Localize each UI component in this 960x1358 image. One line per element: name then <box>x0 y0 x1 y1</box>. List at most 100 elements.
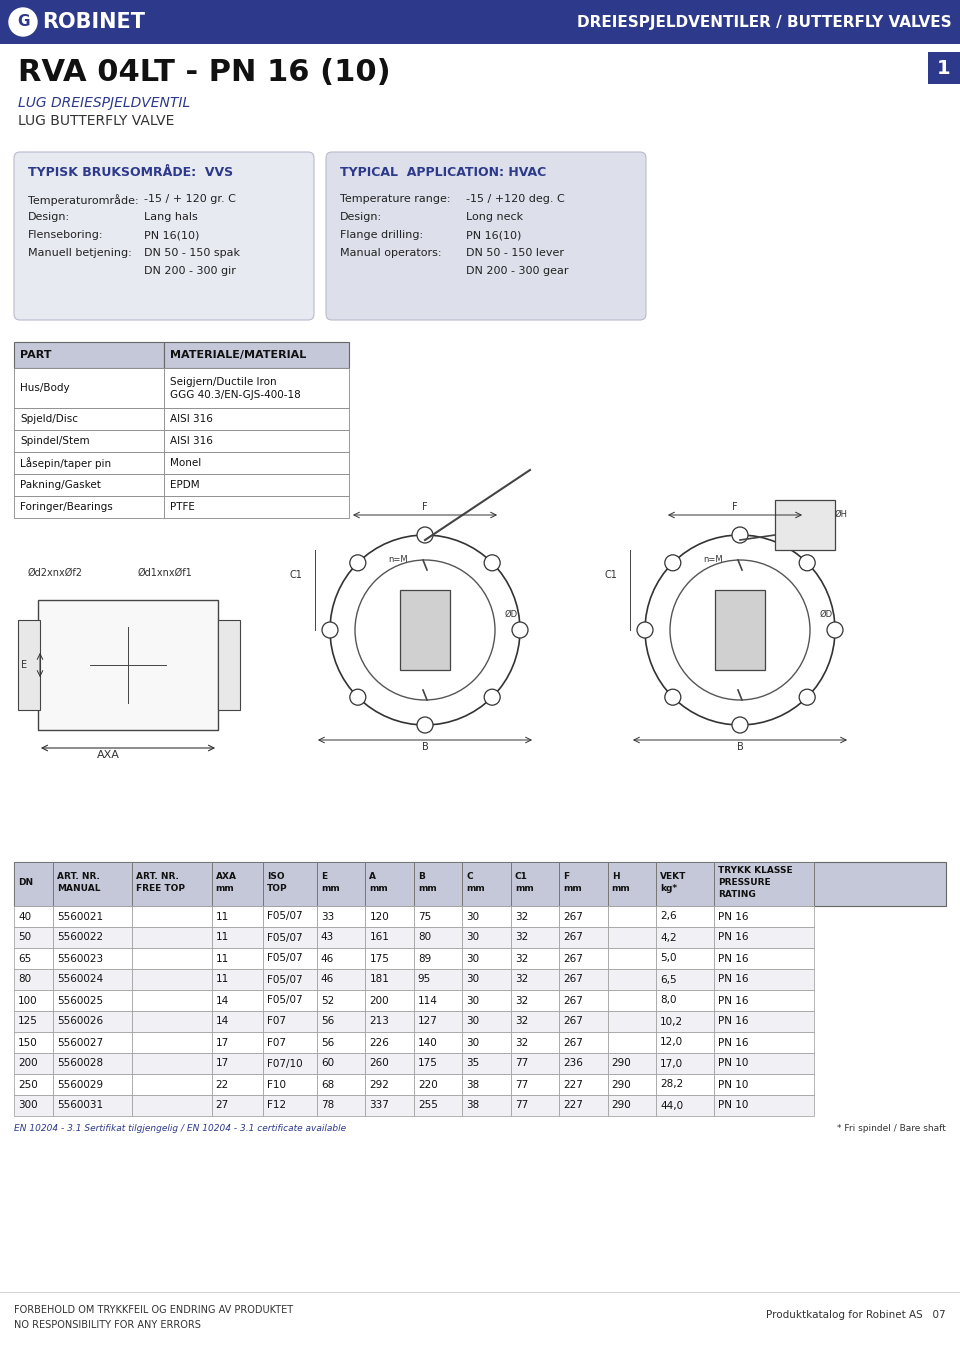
Text: F10: F10 <box>267 1080 286 1089</box>
Bar <box>414 1095 463 1116</box>
Bar <box>211 1074 263 1095</box>
Bar <box>317 948 366 970</box>
Text: 267: 267 <box>564 975 583 985</box>
Text: 77: 77 <box>515 1080 528 1089</box>
Text: Flange drilling:: Flange drilling: <box>340 230 423 240</box>
Bar <box>14 430 164 452</box>
Bar <box>263 1052 317 1074</box>
FancyBboxPatch shape <box>326 152 646 320</box>
Text: 5560022: 5560022 <box>58 933 104 942</box>
Bar <box>656 1095 714 1116</box>
Text: 32: 32 <box>515 1038 528 1047</box>
Text: EPDM: EPDM <box>170 479 200 490</box>
Text: F07: F07 <box>267 1017 286 1027</box>
Bar <box>211 948 263 970</box>
Bar <box>414 948 463 970</box>
Bar <box>132 1010 211 1032</box>
Bar <box>14 862 53 906</box>
Text: 30: 30 <box>467 911 479 922</box>
Bar <box>656 990 714 1010</box>
Text: 100: 100 <box>18 995 37 1005</box>
Text: 290: 290 <box>612 1100 632 1111</box>
Bar <box>511 970 560 990</box>
Bar <box>211 1052 263 1074</box>
Text: Låsepin/taper pin: Låsepin/taper pin <box>20 458 111 469</box>
Text: FORBEHOLD OM TRYKKFEIL OG ENDRING AV PRODUKTET: FORBEHOLD OM TRYKKFEIL OG ENDRING AV PRO… <box>14 1305 293 1315</box>
Text: mm: mm <box>515 884 534 894</box>
Bar <box>14 342 164 368</box>
Bar <box>317 990 366 1010</box>
Text: 236: 236 <box>564 1058 583 1069</box>
Bar <box>132 948 211 970</box>
Text: mm: mm <box>612 884 631 894</box>
Text: 32: 32 <box>515 1017 528 1027</box>
Bar <box>317 970 366 990</box>
Bar <box>53 1095 132 1116</box>
Text: GGG 40.3/EN-GJS-400-18: GGG 40.3/EN-GJS-400-18 <box>170 390 300 401</box>
Bar <box>14 990 53 1010</box>
Bar <box>511 1074 560 1095</box>
Bar <box>366 862 414 906</box>
Bar <box>14 970 53 990</box>
Circle shape <box>732 717 748 733</box>
Bar <box>366 990 414 1010</box>
Bar <box>164 474 349 496</box>
Text: PN 16: PN 16 <box>718 933 749 942</box>
Text: 52: 52 <box>321 995 334 1005</box>
Text: 89: 89 <box>418 953 431 963</box>
Bar <box>656 1032 714 1052</box>
Text: 267: 267 <box>564 933 583 942</box>
Text: B: B <box>421 741 428 752</box>
Bar <box>263 1010 317 1032</box>
Text: ART. NR.: ART. NR. <box>136 872 180 881</box>
Text: 32: 32 <box>515 975 528 985</box>
Circle shape <box>484 555 500 570</box>
Bar <box>14 407 164 430</box>
Bar <box>656 862 714 906</box>
Text: 44,0: 44,0 <box>660 1100 684 1111</box>
Bar <box>714 1032 814 1052</box>
Bar <box>560 1095 608 1116</box>
Text: mm: mm <box>321 884 340 894</box>
Text: F05/07: F05/07 <box>267 953 302 963</box>
Text: C1: C1 <box>289 570 302 580</box>
Text: TOP: TOP <box>267 884 287 894</box>
Bar <box>656 1074 714 1095</box>
Text: 11: 11 <box>216 933 228 942</box>
Text: 32: 32 <box>515 995 528 1005</box>
Text: 46: 46 <box>321 953 334 963</box>
Text: 32: 32 <box>515 933 528 942</box>
Text: 200: 200 <box>18 1058 37 1069</box>
Bar <box>211 990 263 1010</box>
Text: B: B <box>418 872 424 881</box>
Text: 161: 161 <box>370 933 389 942</box>
Text: Produktkatalog for Robinet AS   07: Produktkatalog for Robinet AS 07 <box>766 1310 946 1320</box>
Text: F05/07: F05/07 <box>267 933 302 942</box>
Text: C1: C1 <box>515 872 528 881</box>
Text: 43: 43 <box>321 933 334 942</box>
Text: mm: mm <box>467 884 485 894</box>
Text: Spjeld/Disc: Spjeld/Disc <box>20 414 78 424</box>
Text: Foringer/Bearings: Foringer/Bearings <box>20 502 112 512</box>
Text: ØD: ØD <box>820 610 833 619</box>
Bar <box>511 1010 560 1032</box>
Bar <box>511 1052 560 1074</box>
Text: 38: 38 <box>467 1080 480 1089</box>
Text: 30: 30 <box>467 933 479 942</box>
Text: 1: 1 <box>937 58 950 77</box>
Text: Lang hals: Lang hals <box>144 212 198 221</box>
Text: PN 16: PN 16 <box>718 1038 749 1047</box>
Text: 290: 290 <box>612 1058 632 1069</box>
Text: 255: 255 <box>418 1100 438 1111</box>
Text: n=M: n=M <box>388 555 408 564</box>
Text: ØH: ØH <box>835 511 848 519</box>
Bar <box>53 970 132 990</box>
Text: 5,0: 5,0 <box>660 953 677 963</box>
Circle shape <box>732 527 748 543</box>
Bar <box>560 906 608 928</box>
Bar <box>132 970 211 990</box>
Text: PN 16: PN 16 <box>718 975 749 985</box>
Bar <box>53 990 132 1010</box>
Bar <box>0 0 960 43</box>
Text: DREIESPJELDVENTILER / BUTTERFLY VALVES: DREIESPJELDVENTILER / BUTTERFLY VALVES <box>577 15 952 30</box>
